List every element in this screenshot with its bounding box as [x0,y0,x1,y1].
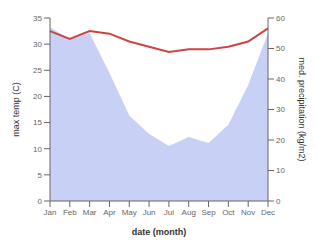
svg-text:10: 10 [276,166,285,175]
svg-text:20: 20 [33,92,42,101]
svg-text:date (month): date (month) [132,227,187,237]
svg-text:30: 30 [276,105,285,114]
svg-text:35: 35 [33,14,42,23]
svg-text:50: 50 [276,44,285,53]
svg-text:5: 5 [38,171,43,180]
svg-text:10: 10 [33,145,42,154]
svg-text:Apr: Apr [103,208,116,217]
svg-text:Sep: Sep [201,208,216,217]
svg-text:15: 15 [33,118,42,127]
svg-text:May: May [122,208,137,217]
svg-text:Mar: Mar [83,208,97,217]
svg-text:60: 60 [276,14,285,23]
svg-text:Jan: Jan [44,208,57,217]
svg-text:Dec: Dec [261,208,275,217]
svg-text:Aug: Aug [182,208,196,217]
svg-text:40: 40 [276,75,285,84]
svg-text:med. precipitation (kg/m2): med. precipitation (kg/m2) [297,57,307,161]
svg-text:30: 30 [33,40,42,49]
svg-text:Oct: Oct [222,208,235,217]
svg-text:Jun: Jun [143,208,156,217]
svg-text:25: 25 [33,66,42,75]
svg-text:20: 20 [276,136,285,145]
svg-text:0: 0 [276,197,281,206]
svg-text:Feb: Feb [63,208,77,217]
svg-text:0: 0 [38,197,43,206]
svg-text:Nov: Nov [241,208,255,217]
svg-text:Jul: Jul [164,208,174,217]
svg-text:max temp (C): max temp (C) [11,82,21,137]
